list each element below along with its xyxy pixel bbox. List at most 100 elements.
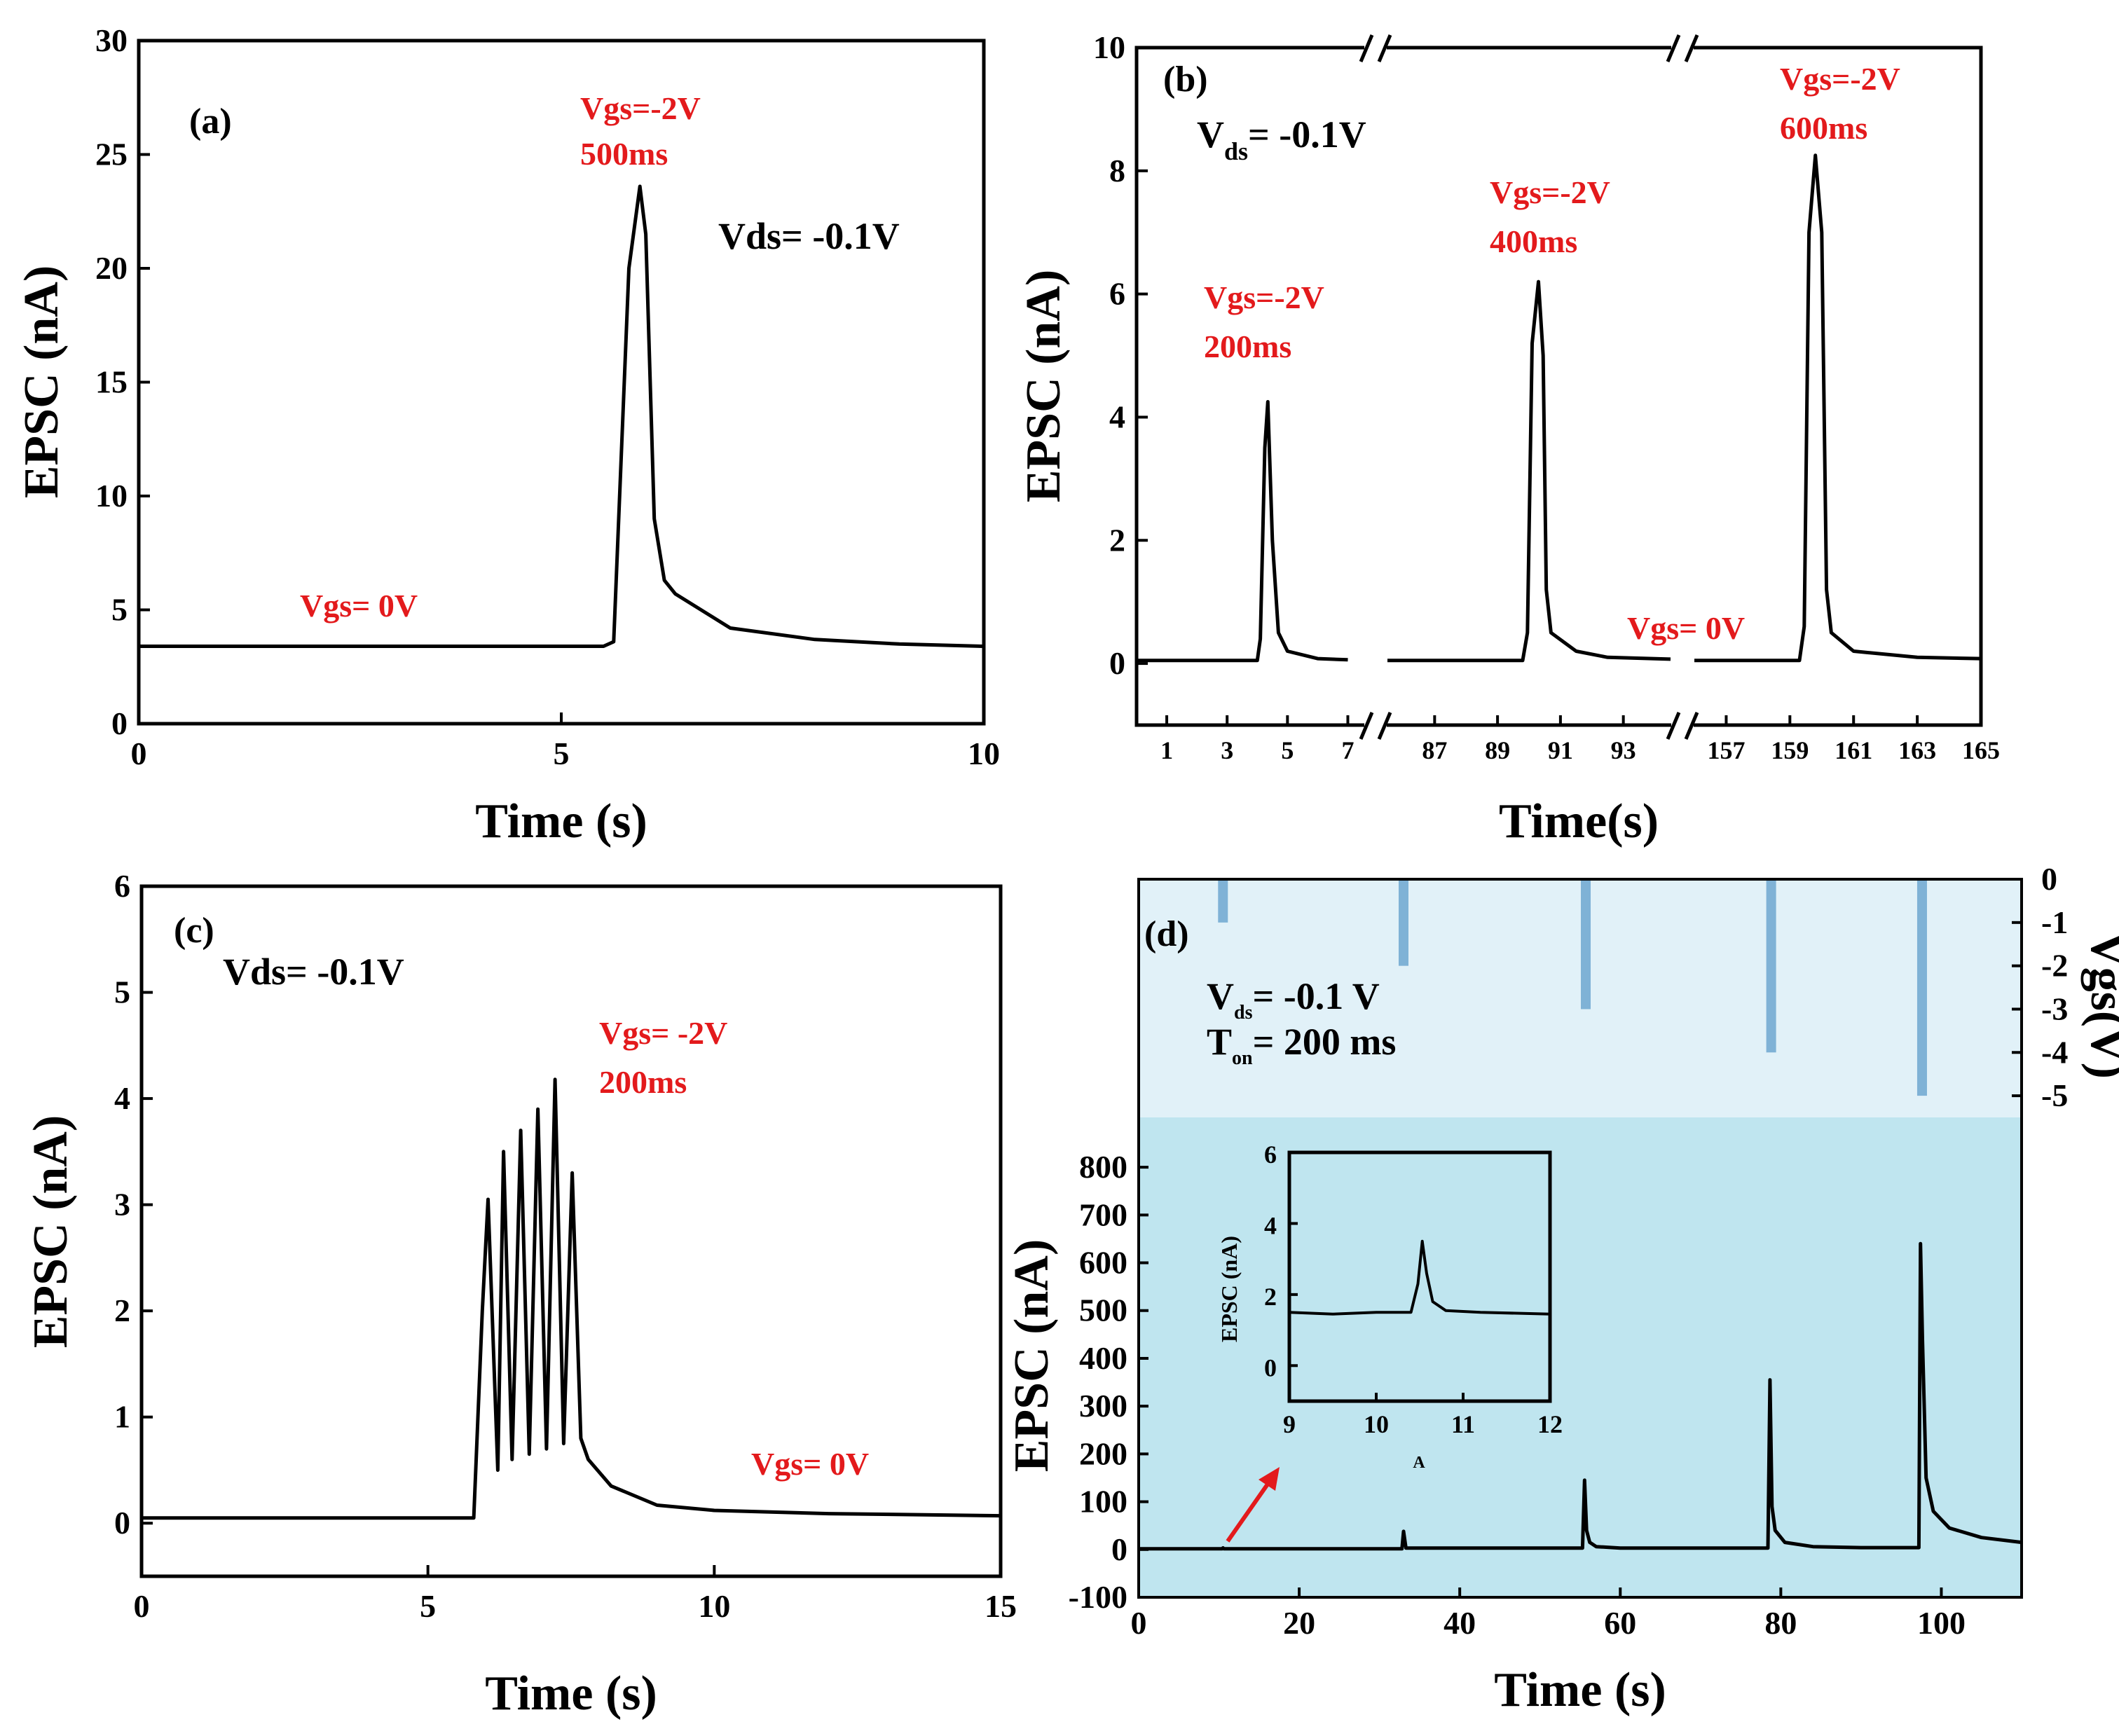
panel-c-vds: Vds= -0.1V (223, 951, 404, 993)
panel-d-epsc-line (1139, 1241, 2022, 1551)
panel-d-ytick-label: 200 (1079, 1435, 1127, 1471)
panel-b-epsc-line-2 (1387, 280, 1671, 663)
panel-c-xtick-label: 15 (985, 1588, 1017, 1624)
panel-b-ytick-label: 0 (1109, 645, 1125, 681)
panel-a-ytick-label: 5 (111, 592, 128, 628)
panel-d-top-background (1139, 879, 2022, 1117)
panel-a-ytick-label: 20 (95, 250, 128, 286)
panel-d-ytick-label: 800 (1079, 1149, 1127, 1185)
panel-a-xtick-label: 0 (131, 736, 147, 771)
panel-a-frame (137, 39, 986, 726)
panel-d-gate-pulse-4 (1766, 879, 1776, 1053)
panel-a: 0 5 10 0 5 10 15 20 25 30 (a) Vgs=-2V 500ms Vds= … (15, 22, 1000, 848)
panel-b-xtick-label: 3 (1221, 736, 1233, 764)
panel-b-xtick-label: 93 (1611, 736, 1636, 764)
panel-c-epsc-line (142, 1077, 1001, 1520)
panel-d-right-ytick-label: -4 (2041, 1034, 2068, 1070)
panel-d-right-ytick-label: -3 (2041, 991, 2068, 1026)
panel-d-right-ytick-label: 0 (2041, 861, 2057, 897)
panel-b-pulse-1-voltage: Vgs=-2V (1204, 280, 1324, 315)
panel-d-ytick-label: 500 (1079, 1293, 1127, 1328)
panel-c-ytick-label: 3 (114, 1187, 130, 1222)
panel-d-ytick-label: 600 (1079, 1245, 1127, 1281)
panel-d-inset: 9 10 11 12 0 2 4 6 A EPSC (nA) (1216, 1141, 1563, 1472)
panel-d-vds: Vds= -0.1 V (1207, 975, 1380, 1024)
panel-d-xtick-label: 40 (1443, 1605, 1476, 1641)
panel-a-xtick-label: 5 (554, 736, 570, 771)
panel-b-xtick-label: 89 (1485, 736, 1510, 764)
panel-b: 1 3 5 7 87 89 91 93 157 159 161 163 165 0 2 4 6 8 10 (b) V… (1017, 29, 2000, 848)
panel-d-gate-pulse-5 (1916, 879, 1927, 1096)
panel-d-inset-ytick-label: 2 (1264, 1283, 1277, 1311)
panel-b-ytick-label: 8 (1109, 153, 1125, 188)
panel-a-pulse-voltage: Vgs=-2V (580, 90, 701, 126)
panel-d-gate-pulse-3 (1581, 879, 1591, 1010)
panel-b-xtick-label: 91 (1548, 736, 1573, 764)
panel-d-ytick-label: 400 (1079, 1340, 1127, 1376)
panel-c-ytick-label: 6 (114, 868, 130, 904)
panel-d-ytick-label: -100 (1069, 1579, 1127, 1615)
panel-d-frame (1137, 878, 2023, 1599)
panel-b-xlabel: Time(s) (1499, 794, 1659, 848)
panel-c-xtick-label: 0 (134, 1588, 150, 1624)
panel-d-xtick-label: 0 (1131, 1605, 1147, 1641)
panel-a-pulse-duration: 500ms (580, 136, 668, 172)
panel-d-inset-xtick-label: 10 (1364, 1410, 1389, 1438)
panel-c-ylabel: EPSC (nA) (24, 1115, 78, 1349)
panel-d-inset-frame (1287, 1150, 1552, 1403)
panel-b-xtick-label: 7 (1341, 736, 1354, 764)
panel-b-pulse-3-duration: 600ms (1780, 110, 1867, 146)
panel-b-pulse-3-voltage: Vgs=-2V (1780, 61, 1900, 97)
panel-d-right-ytick-label: -2 (2041, 948, 2068, 984)
panel-d-ytick-label: 100 (1079, 1484, 1127, 1520)
panel-d-y2label: Vgs(V) (2080, 932, 2119, 1079)
panel-c: 0 5 10 15 0 1 2 3 4 5 6 (c) Vds= -0.1V Vgs= -2V 20… (24, 868, 1017, 1721)
panel-d-inset-xlabel: A (1413, 1454, 1425, 1472)
panel-d-xtick-label: 100 (1917, 1605, 1966, 1641)
panel-d-xtick-label: 80 (1764, 1605, 1797, 1641)
panel-b-epsc-line-1 (1137, 400, 1348, 663)
panel-d-bottom-background (1139, 1117, 2022, 1597)
panel-c-ytick-label: 1 (114, 1399, 130, 1435)
panel-c-label: (c) (174, 911, 214, 951)
panel-a-ytick-label: 15 (95, 364, 128, 400)
panel-c-pulse-duration: 200ms (599, 1064, 687, 1100)
panel-b-ytick-label: 10 (1093, 29, 1125, 65)
panel-d-xtick-label: 20 (1283, 1605, 1315, 1641)
panel-b-epsc-line-3 (1694, 153, 1982, 663)
panel-b-frame (1134, 46, 1983, 727)
panel-a-ytick-label: 10 (95, 478, 128, 514)
panel-a-ytick-label: 0 (111, 705, 128, 741)
panel-d-ytick-label: 0 (1111, 1531, 1127, 1567)
panel-a-xlabel: Time (s) (475, 794, 647, 848)
panel-b-xtick-label: 87 (1422, 736, 1447, 764)
panel-c-rest-voltage: Vgs= 0V (751, 1446, 869, 1482)
panel-c-ytick-label: 0 (114, 1505, 130, 1541)
panel-b-xtick-label: 165 (1962, 736, 2000, 764)
panel-d-inset-xtick-label: 12 (1537, 1410, 1563, 1438)
panel-b-ytick-label: 4 (1109, 399, 1125, 434)
panel-d-ytick-label: 300 (1079, 1388, 1127, 1424)
panel-b-pulse-1-duration: 200ms (1204, 329, 1291, 364)
panel-d-inset-ytick-label: 4 (1264, 1211, 1277, 1239)
panel-d-ton: Ton= 200 ms (1207, 1021, 1396, 1069)
panel-b-ytick-label: 6 (1109, 276, 1125, 312)
panel-b-xtick-label: 161 (1835, 736, 1872, 764)
panel-a-epsc-line (139, 184, 985, 648)
panel-d-right-ytick-label: -1 (2041, 904, 2068, 940)
panel-a-xtick-label: 10 (968, 736, 1000, 771)
panel-d-right-ytick-label: -5 (2041, 1077, 2068, 1113)
panel-b-break-marks (1359, 34, 1699, 740)
panel-b-vds: Vds= -0.1V (1197, 113, 1366, 165)
panel-b-pulse-2-voltage: Vgs=-2V (1490, 174, 1610, 210)
panel-c-xtick-label: 5 (420, 1588, 436, 1624)
panel-d-inset-ytick-label: 0 (1264, 1353, 1277, 1382)
panel-d-ylabel: EPSC (nA) (1005, 1239, 1059, 1473)
panel-c-ytick-label: 5 (114, 974, 130, 1010)
panel-b-xtick-label: 5 (1281, 736, 1294, 764)
panel-b-xtick-label: 157 (1707, 736, 1745, 764)
panel-a-ylabel: EPSC (nA) (15, 266, 69, 499)
panel-d-xtick-label: 60 (1604, 1605, 1636, 1641)
panel-c-pulse-voltage: Vgs= -2V (599, 1015, 727, 1051)
